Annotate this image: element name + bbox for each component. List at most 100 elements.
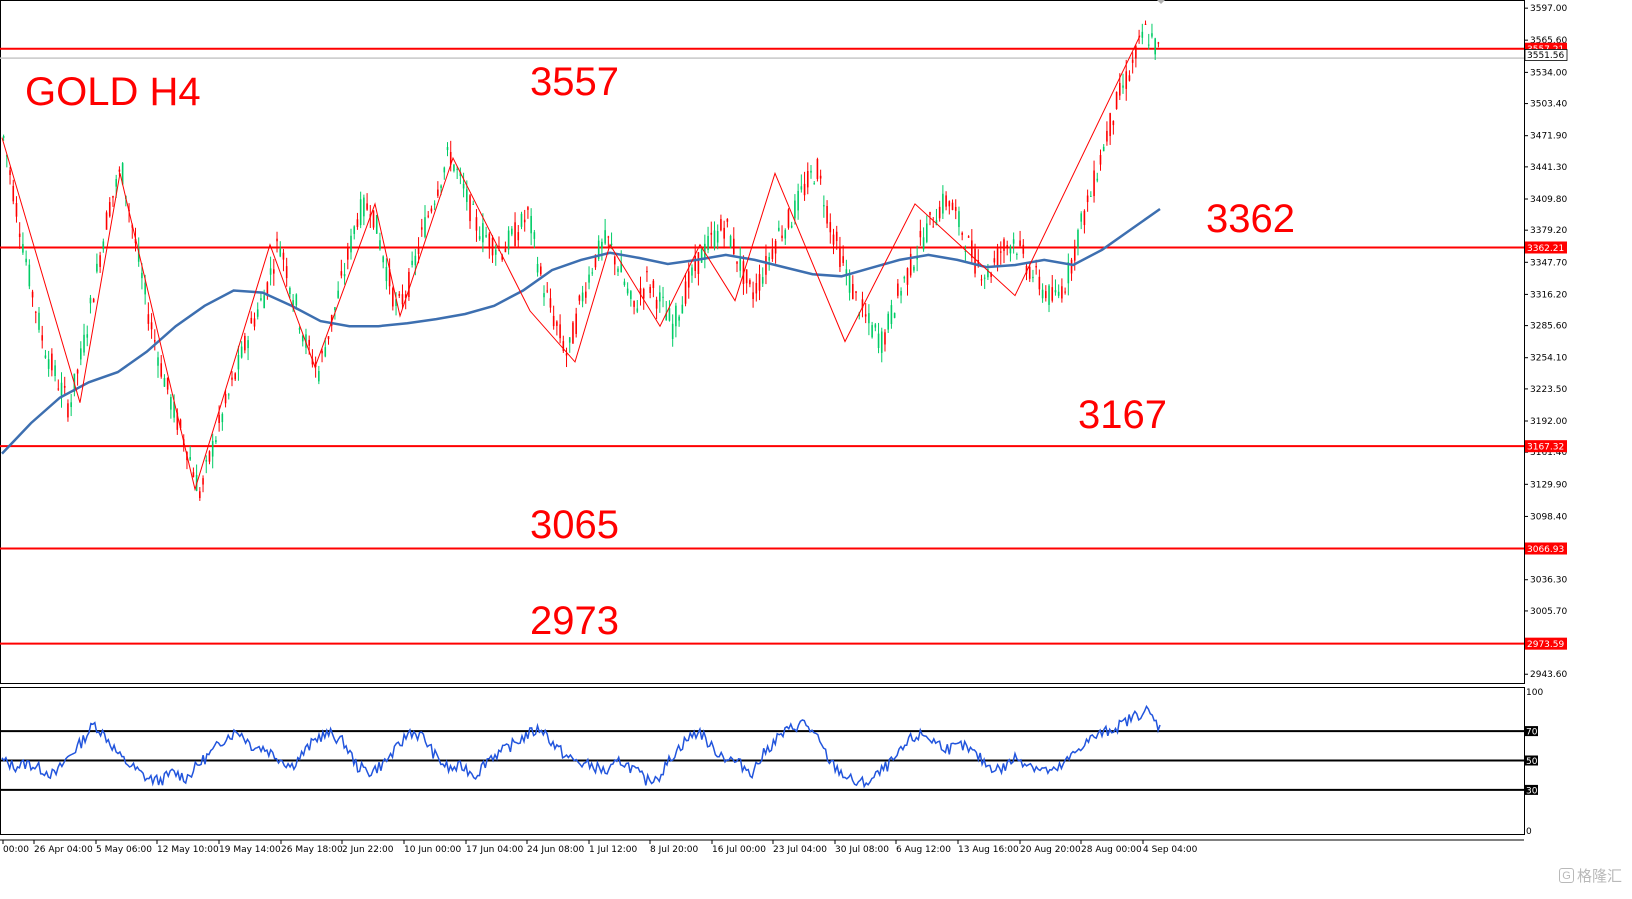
- candle-body: [948, 201, 951, 207]
- candle-body: [752, 292, 754, 300]
- candle-body: [1135, 46, 1137, 59]
- candle-body: [437, 189, 439, 196]
- candle-body: [408, 271, 410, 298]
- level-annotation-3065: 3065: [530, 503, 619, 547]
- candle-body: [420, 227, 423, 230]
- candle-body: [694, 256, 696, 271]
- candle-body: [906, 268, 909, 285]
- candle-body: [1025, 265, 1028, 274]
- candle-body: [716, 231, 719, 243]
- candle-body: [375, 215, 378, 234]
- candle-body: [1041, 289, 1044, 299]
- candle-body: [1115, 91, 1118, 109]
- candle-body: [681, 304, 684, 314]
- price-axis-tick-label: 2943.60: [1530, 670, 1567, 680]
- watermark-logo: G 格隆汇: [1558, 865, 1622, 886]
- candle-body: [964, 250, 967, 252]
- candle-body: [231, 377, 233, 380]
- candle-body: [353, 226, 356, 234]
- candle-body: [726, 218, 729, 222]
- watermark-glyphs: 格隆汇: [1576, 868, 1622, 885]
- candle-body: [839, 246, 841, 267]
- candle-body: [504, 248, 507, 253]
- candle-body: [971, 240, 973, 258]
- candle-body: [942, 193, 944, 214]
- candle-body: [57, 388, 60, 390]
- watermark-icon: G: [1558, 868, 1574, 883]
- candle-body: [794, 200, 796, 219]
- candle-body: [565, 353, 568, 356]
- rsi-axis-label-bg: [1525, 784, 1538, 795]
- candle-body: [601, 241, 603, 249]
- candle-body: [652, 280, 655, 288]
- candle-body: [256, 309, 259, 317]
- candle-body: [356, 219, 359, 227]
- candle-body: [1012, 239, 1015, 244]
- level-annotation-2973: 2973: [530, 599, 619, 643]
- time-axis-tick-label: 19 May 14:00: [219, 845, 281, 855]
- candle-body: [31, 291, 34, 298]
- candle-body: [99, 255, 101, 267]
- candle-body: [22, 244, 24, 253]
- candle-body: [6, 154, 8, 157]
- candle-body: [533, 232, 536, 239]
- candle-body: [691, 267, 693, 276]
- candle-body: [797, 190, 799, 211]
- candle-body: [864, 314, 867, 317]
- candle-body: [86, 334, 89, 338]
- candle-body: [771, 249, 774, 259]
- candle-body: [765, 255, 767, 275]
- candle-body: [623, 281, 626, 285]
- candle-body: [572, 322, 574, 344]
- level-annotation-3557: 3557: [530, 60, 619, 104]
- candle-body: [475, 217, 478, 231]
- candle-body: [819, 175, 822, 179]
- candle-body: [546, 290, 549, 292]
- candle-body: [92, 298, 95, 303]
- candle-body: [478, 236, 481, 240]
- candle-body: [292, 300, 294, 306]
- candle-body: [597, 240, 600, 259]
- candle-body: [160, 363, 163, 377]
- candle-body: [1093, 170, 1095, 197]
- candle-body: [1106, 130, 1108, 142]
- candle-body: [1009, 246, 1012, 254]
- candle-body: [157, 357, 159, 366]
- candle-body: [543, 293, 545, 298]
- price-axis-tick-label: 3254.10: [1530, 354, 1567, 364]
- candle-body: [285, 266, 288, 279]
- price-axis-tick-label: 3316.20: [1530, 290, 1567, 300]
- candle-body: [250, 317, 253, 324]
- candle-body: [327, 336, 330, 340]
- moving-average-line: [1, 207, 1161, 455]
- candle-body: [173, 401, 175, 418]
- candle-body: [848, 273, 851, 293]
- time-axis-tick-label: 4 Sep 04:00: [1143, 845, 1198, 855]
- candle-body: [89, 297, 92, 304]
- candle-body: [189, 457, 191, 460]
- candle-body: [761, 277, 764, 284]
- candle-body: [929, 211, 931, 215]
- candle-body: [720, 219, 722, 231]
- candle-body: [144, 282, 146, 295]
- level-axis-label-bg: [1525, 440, 1567, 453]
- candle-body: [1016, 253, 1018, 255]
- time-axis-tick-label: 20 Aug 20:00: [1020, 845, 1081, 855]
- candle-body: [803, 183, 806, 196]
- candle-body: [732, 238, 735, 255]
- candle-body: [260, 298, 262, 301]
- candle-body: [607, 236, 610, 238]
- candle-body: [440, 185, 442, 188]
- price-axis-tick-label: 3441.30: [1530, 163, 1567, 173]
- candle-body: [41, 335, 44, 341]
- price-axis-tick-label: 3503.40: [1530, 100, 1567, 110]
- price-axis-tick-label: 3098.40: [1530, 512, 1567, 522]
- candle-body: [211, 440, 214, 457]
- candle-body: [768, 257, 770, 261]
- candle-body: [427, 215, 430, 217]
- time-axis-tick-label: 28 Aug 00:00: [1081, 845, 1142, 855]
- candle-body: [922, 237, 925, 250]
- candle-body: [562, 341, 565, 351]
- candle-body: [472, 203, 475, 205]
- level-axis-label: 2973.59: [1527, 640, 1564, 650]
